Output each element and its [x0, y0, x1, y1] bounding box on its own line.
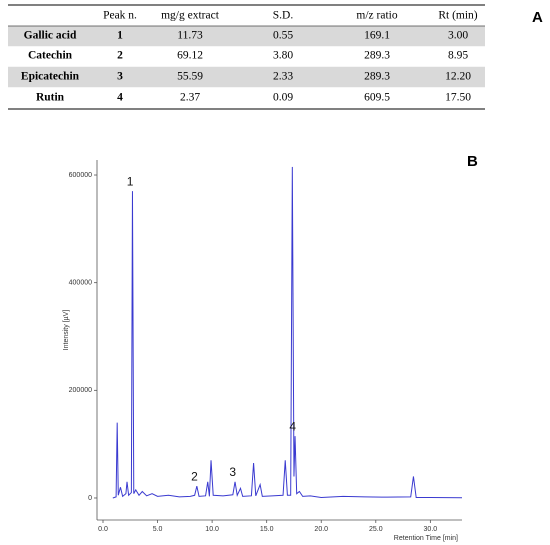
panel-label: B	[467, 153, 478, 170]
table-cell: 2.37	[180, 92, 200, 104]
peak-label: 3	[229, 465, 236, 479]
y-tick-label: 0	[88, 495, 92, 502]
table-cell: 3.80	[273, 50, 293, 62]
peak-label: 2	[191, 469, 198, 483]
y-tick-label: 200000	[69, 387, 92, 394]
table-cell: 3	[117, 71, 123, 83]
table-cell: 11.73	[177, 30, 203, 42]
y-tick-label: 400000	[69, 280, 92, 287]
table-header: Peak n.	[103, 10, 137, 22]
table-cell: 609.5	[364, 92, 390, 104]
x-tick-label: 25.0	[369, 526, 383, 533]
table-cell: Gallic acid	[24, 30, 77, 42]
table-cell: 4	[117, 92, 123, 104]
table-header: Rt (min)	[438, 10, 477, 22]
table-cell: 8.95	[448, 50, 468, 62]
table-cell: Epicatechin	[21, 71, 80, 83]
x-tick-label: 30.0	[424, 526, 438, 533]
table-header: m/z ratio	[356, 10, 397, 22]
trace	[112, 166, 463, 499]
x-axis-title: Retention Time [min]	[394, 535, 458, 542]
panel-label: A	[532, 9, 543, 26]
x-tick-label: 20.0	[314, 526, 328, 533]
table-cell: 0.09	[273, 92, 293, 104]
peak-label: 4	[289, 419, 296, 433]
table-cell: 1	[117, 30, 123, 42]
table-cell: 3.00	[448, 30, 468, 42]
table-header: mg/g extract	[161, 10, 220, 22]
table-cell: 55.59	[177, 71, 203, 83]
table-cell: Catechin	[28, 50, 73, 62]
table-cell: 17.50	[445, 92, 471, 104]
x-tick-label: 15.0	[260, 526, 274, 533]
peak-label: 1	[127, 174, 134, 188]
table-cell: Rutin	[36, 92, 65, 104]
y-axis-title: Intensity [µV]	[63, 310, 70, 351]
table-cell: 69.12	[177, 50, 203, 62]
y-tick-label: 600000	[69, 172, 92, 179]
x-tick-label: 0.0	[98, 526, 108, 533]
table-cell: 2	[117, 50, 123, 62]
x-tick-label: 10.0	[205, 526, 219, 533]
table-cell: 0.55	[273, 30, 293, 42]
row-band	[8, 66, 485, 88]
table-cell: 12.20	[445, 71, 471, 83]
table-header: S.D.	[273, 10, 294, 22]
table-cell: 2.33	[273, 71, 293, 83]
row-band	[8, 25, 485, 47]
x-tick-label: 5.0	[153, 526, 163, 533]
table-cell: 289.3	[364, 71, 390, 83]
table-cell: 289.3	[364, 50, 390, 62]
table-cell: 169.1	[364, 30, 390, 42]
